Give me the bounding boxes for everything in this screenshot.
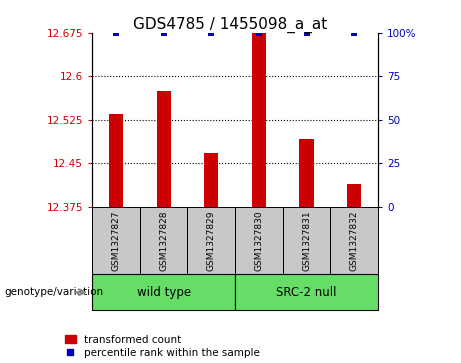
Bar — [283, 207, 331, 274]
Bar — [235, 274, 378, 310]
Bar — [188, 207, 235, 274]
Bar — [252, 33, 266, 207]
Bar — [235, 207, 283, 274]
Text: SRC-2 null: SRC-2 null — [276, 286, 337, 299]
Bar — [92, 274, 235, 310]
Bar — [204, 153, 219, 207]
Text: GDS4785 / 1455098_a_at: GDS4785 / 1455098_a_at — [133, 16, 328, 33]
Bar — [299, 139, 313, 207]
Text: GSM1327830: GSM1327830 — [254, 210, 263, 271]
Text: wild type: wild type — [136, 286, 191, 299]
Text: GSM1327832: GSM1327832 — [350, 210, 359, 271]
Bar — [347, 184, 361, 207]
Text: GSM1327827: GSM1327827 — [112, 210, 120, 271]
Text: GSM1327829: GSM1327829 — [207, 210, 216, 271]
Bar — [140, 207, 188, 274]
Bar — [156, 91, 171, 207]
Bar — [92, 207, 140, 274]
Text: GSM1327831: GSM1327831 — [302, 210, 311, 271]
Legend: transformed count, percentile rank within the sample: transformed count, percentile rank withi… — [65, 335, 260, 358]
Bar — [331, 207, 378, 274]
Text: GSM1327828: GSM1327828 — [159, 210, 168, 271]
Bar — [109, 114, 123, 207]
Text: genotype/variation: genotype/variation — [5, 287, 104, 297]
